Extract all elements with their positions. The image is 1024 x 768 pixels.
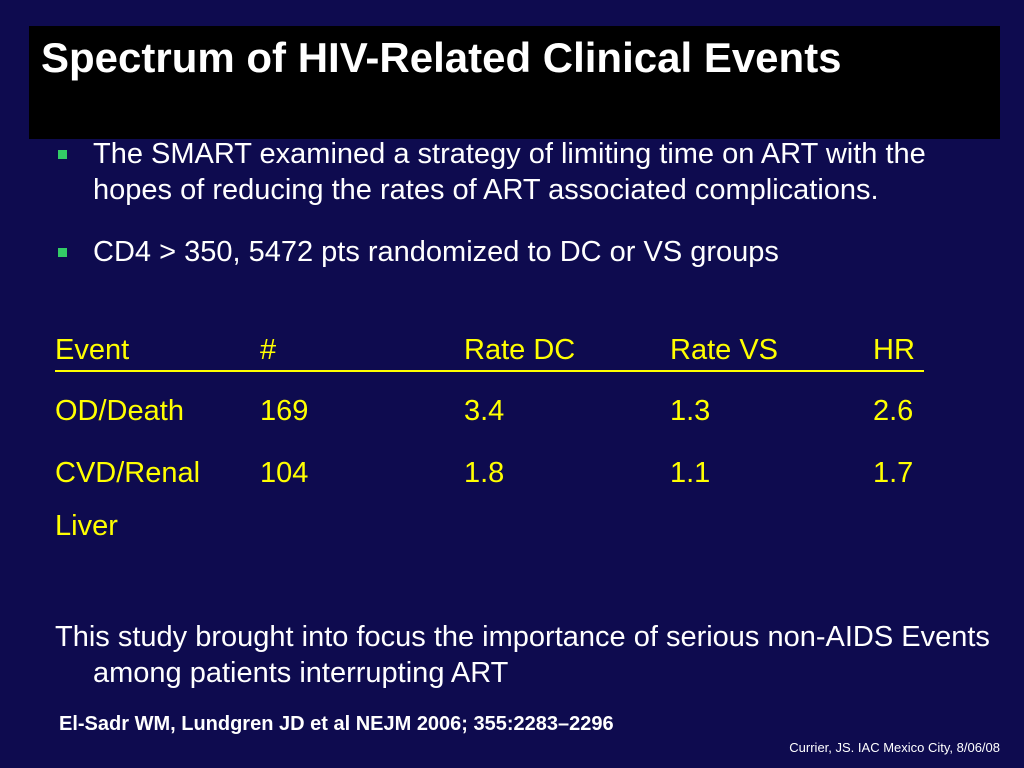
table-cell: 3.4 bbox=[464, 395, 505, 427]
bullet-text: CD4 > 350, 5472 pts randomized to DC or … bbox=[93, 236, 779, 268]
table-cell: 104 bbox=[260, 457, 309, 489]
conclusion-text: This study brought into focus the import… bbox=[55, 621, 990, 689]
table-cell: OD/Death bbox=[55, 395, 184, 427]
bullet-item: The SMART examined a strategy of limitin… bbox=[55, 136, 995, 208]
table-cell: CVD/Renal bbox=[55, 457, 201, 489]
bullet-text: The SMART examined a strategy of limitin… bbox=[93, 138, 926, 206]
square-bullet-icon bbox=[58, 150, 67, 159]
bullet-item: CD4 > 350, 5472 pts randomized to DC or … bbox=[55, 234, 995, 270]
column-header-hr: HR bbox=[873, 334, 915, 366]
square-bullet-icon bbox=[58, 248, 67, 257]
table-cell: Liver bbox=[55, 510, 118, 542]
citation: El-Sadr WM, Lundgren JD et al NEJM 2006;… bbox=[59, 713, 614, 735]
bullet-list: The SMART examined a strategy of limitin… bbox=[55, 136, 995, 270]
slide-credit: Currier, JS. IAC Mexico City, 8/06/08 bbox=[789, 740, 1000, 755]
table-cell: 2.6 bbox=[873, 395, 914, 427]
column-header-rate-vs: Rate VS bbox=[670, 334, 778, 366]
column-header-rate-dc: Rate DC bbox=[464, 334, 576, 366]
column-header-count: # bbox=[260, 334, 277, 366]
title-bar: Spectrum of HIV-Related Clinical Events bbox=[29, 26, 1000, 139]
table-cell: 1.7 bbox=[873, 457, 914, 489]
slide-title: Spectrum of HIV-Related Clinical Events bbox=[41, 34, 842, 81]
table-cell: 1.1 bbox=[670, 457, 711, 489]
table-header-row: Event # Rate DC Rate VS HR bbox=[55, 330, 924, 372]
column-header-event: Event bbox=[55, 334, 130, 366]
table-cell: 1.3 bbox=[670, 395, 711, 427]
table-cell: 169 bbox=[260, 395, 309, 427]
table-cell: 1.8 bbox=[464, 457, 505, 489]
